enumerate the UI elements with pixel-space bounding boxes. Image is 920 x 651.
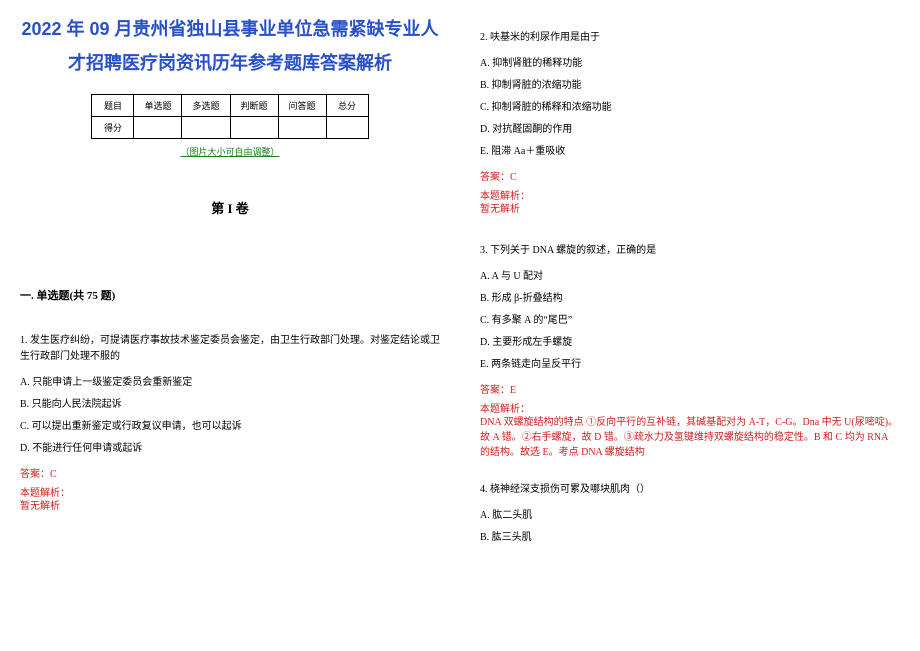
header-cell: 判断题 [230,95,278,117]
volume-heading: 第 I 卷 [20,198,440,217]
left-column: 2022 年 09 月贵州省独山县事业单位急需紧缺专业人才招聘医疗岗资讯历年参考… [0,0,460,651]
option: D. 对抗醛固酮的作用 [480,122,900,138]
explanation-label: 本题解析： [20,484,440,499]
explanation-body: 暂无解析 [20,499,440,514]
option: E. 阻滞 Aa＋重吸收 [480,144,900,160]
answer: 答案：E [480,381,900,396]
right-column: 2. 呋基米的利尿作用是由于 A. 抑制肾脏的稀释功能 B. 抑制肾脏的浓缩功能… [460,0,920,651]
row-label-cell: 得分 [92,117,134,139]
option: C. 可以提出重新鉴定或行政复议申请，也可以起诉 [20,419,440,435]
option: D. 不能进行任何申请或起诉 [20,441,440,457]
option: C. 抑制肾脏的稀释和浓缩功能 [480,100,900,116]
option: E. 两条链走向呈反平行 [480,357,900,373]
score-table: 题目 单选题 多选题 判断题 问答题 总分 得分 [91,94,368,139]
answer: 答案：C [20,465,440,480]
question-block: 2. 呋基米的利尿作用是由于 A. 抑制肾脏的稀释功能 B. 抑制肾脏的浓缩功能… [480,30,900,217]
question-block: 1. 发生医疗纠纷，可提请医疗事故技术鉴定委员会鉴定，由卫生行政部门处理。对鉴定… [20,333,440,514]
empty-cell [326,117,368,139]
option: C. 有多聚 A 的“尾巴” [480,313,900,329]
question-block: 3. 下列关于 DNA 螺旋的叙述，正确的是 A. A 与 U 配对 B. 形成… [480,243,900,460]
option: B. 形成 β-折叠结构 [480,291,900,307]
option: A. 抑制肾脏的稀释功能 [480,56,900,72]
question-stem: 1. 发生医疗纠纷，可提请医疗事故技术鉴定委员会鉴定，由卫生行政部门处理。对鉴定… [20,333,440,365]
explanation-body: 暂无解析 [480,202,900,217]
empty-cell [278,117,326,139]
question-block: 4. 桡神经深支损伤可累及哪块肌肉（） A. 肱二头肌 B. 肱三头肌 [480,482,900,546]
section-heading: 一. 单选题(共 75 题) [20,287,440,303]
table-row: 得分 [92,117,368,139]
option: A. 只能申请上一级鉴定委员会重新鉴定 [20,375,440,391]
explanation-label: 本题解析： [480,400,900,415]
table-row: 题目 单选题 多选题 判断题 问答题 总分 [92,95,368,117]
option: B. 只能向人民法院起诉 [20,397,440,413]
question-stem: 4. 桡神经深支损伤可累及哪块肌肉（） [480,482,900,498]
empty-cell [134,117,182,139]
option: A. 肱二头肌 [480,508,900,524]
explanation-body: DNA 双螺旋结构的特点 ①反向平行的互补链，其碱基配对为 A-T，C-G。Dn… [480,415,900,460]
header-cell: 多选题 [182,95,230,117]
explanation-label: 本题解析： [480,187,900,202]
answer: 答案：C [480,168,900,183]
question-stem: 2. 呋基米的利尿作用是由于 [480,30,900,46]
option: A. A 与 U 配对 [480,269,900,285]
resize-note: （图片大小可自由调整） [20,145,440,158]
header-cell: 单选题 [134,95,182,117]
document-title: 2022 年 09 月贵州省独山县事业单位急需紧缺专业人才招聘医疗岗资讯历年参考… [20,12,440,80]
header-cell: 总分 [326,95,368,117]
empty-cell [182,117,230,139]
question-stem: 3. 下列关于 DNA 螺旋的叙述，正确的是 [480,243,900,259]
option: B. 肱三头肌 [480,530,900,546]
document-page: 2022 年 09 月贵州省独山县事业单位急需紧缺专业人才招聘医疗岗资讯历年参考… [0,0,920,651]
empty-cell [230,117,278,139]
option: D. 主要形成左手螺旋 [480,335,900,351]
option: B. 抑制肾脏的浓缩功能 [480,78,900,94]
header-cell: 问答题 [278,95,326,117]
header-cell: 题目 [92,95,134,117]
